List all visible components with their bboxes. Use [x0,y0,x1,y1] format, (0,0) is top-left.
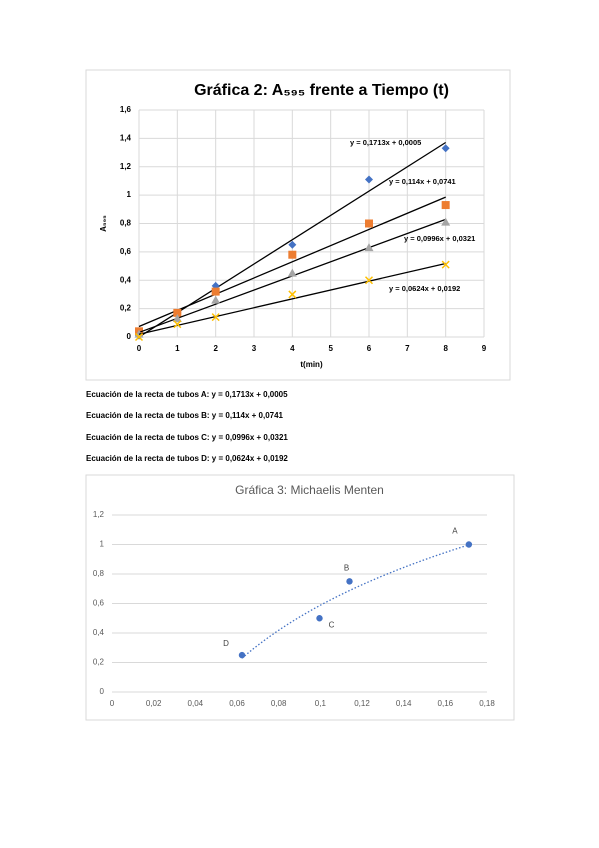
point [134,332,144,342]
point [465,541,473,548]
point [288,290,297,299]
x-tick-label: 0,1 [315,699,327,708]
x-tick-label: 0,06 [229,699,245,708]
y-tick-label: 0,6 [93,599,105,608]
point-label: D [223,639,229,648]
point [364,276,374,285]
x-tick-label: 6 [367,344,372,353]
x-axis-label: t(min) [300,360,323,369]
x-tick-label: 0,02 [146,699,162,708]
point [441,201,450,210]
x-tick-label: 4 [290,344,295,353]
y-tick-label: 0 [127,332,132,341]
y-tick-label: 0,8 [120,219,132,228]
point [441,217,451,226]
trendline [138,196,446,328]
point [173,308,182,317]
y-tick-label: 1,6 [120,105,132,114]
y-tick-label: 0,2 [93,658,105,667]
point [287,268,297,277]
chart-frame [85,69,511,381]
chart-title: Gráfica 3: Michaelis Menten [235,483,384,497]
point [211,295,221,304]
point [172,314,182,323]
point-label: C [329,620,335,629]
point [365,175,373,184]
trendline [138,262,446,335]
trendline-label: y = 0,0624x + 0,0192 [389,284,460,293]
y-axis-label: A₅₉₅ [99,215,108,232]
x-tick-label: 1 [175,344,180,353]
y-tick-label: 1 [127,190,132,199]
x-tick-label: 0,12 [354,699,370,708]
x-tick-label: 0,16 [438,699,454,708]
x-tick-label: 0,08 [271,699,287,708]
point [211,287,220,296]
trendline-label: y = 0,114x + 0,0741 [389,177,456,186]
trendline-label: y = 0,0996x + 0,0321 [404,234,475,243]
equation: Ecuación de la recta de tubos D: y = 0,0… [86,454,288,463]
point [346,578,353,585]
point [441,144,450,153]
x-tick-label: 3 [252,344,257,353]
x-tick-label: 0 [137,344,142,353]
x-tick-label: 0,04 [188,699,204,708]
x-tick-label: 0,14 [396,699,412,708]
chart-frame [85,474,515,721]
x-tick-label: 0 [110,699,115,708]
x-tick-label: 9 [482,344,487,353]
y-tick-label: 0,4 [120,275,132,284]
equation: Ecuación de la recta de tubos C: y = 0,0… [86,433,288,442]
y-tick-label: 1,2 [93,510,105,519]
trendline [241,544,470,659]
point [238,651,246,659]
y-tick-label: 0 [100,687,105,696]
x-tick-label: 5 [328,344,333,353]
chart-title: Gráfica 2: A₅₉₅ frente a Tiempo (t) [194,82,449,99]
y-tick-label: 0,8 [93,569,105,578]
y-tick-label: 1,4 [120,133,132,142]
point [441,260,450,269]
point [288,250,297,259]
x-tick-label: 7 [405,344,410,353]
y-tick-label: 0,6 [120,247,132,256]
x-tick-label: 8 [443,344,448,353]
x-tick-label: 2 [213,344,218,353]
y-tick-label: 0,2 [120,304,132,313]
point [211,313,220,322]
y-tick-label: 0,4 [93,628,105,637]
y-tick-label: 1 [100,540,105,549]
trendline-label: y = 0,1713x + 0,0005 [350,138,421,147]
point [365,219,373,228]
point-label: A [452,527,458,536]
point [316,615,323,622]
point [288,240,297,249]
point-label: B [344,563,349,572]
point [364,243,374,252]
x-tick-label: 0,18 [479,699,495,708]
equation: Ecuación de la recta de tubos B: y = 0,1… [86,411,283,420]
equation: Ecuación de la recta de tubos A: y = 0,1… [86,390,288,399]
point [173,320,182,329]
y-tick-label: 1,2 [120,162,132,171]
